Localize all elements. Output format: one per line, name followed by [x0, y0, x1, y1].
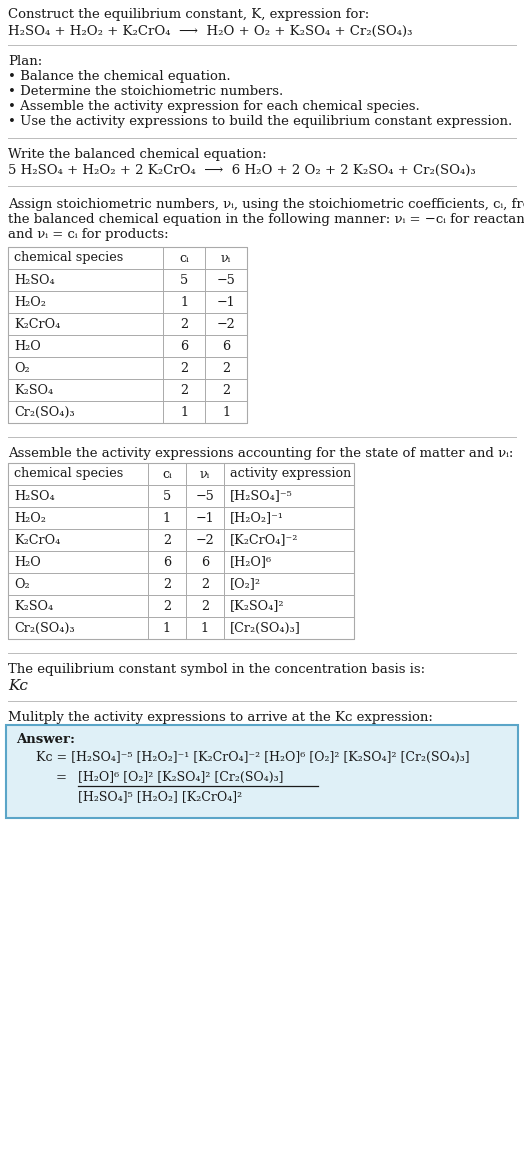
Text: 2: 2 — [163, 578, 171, 591]
Text: νᵢ: νᵢ — [221, 252, 231, 264]
Text: [Cr₂(SO₄)₃]: [Cr₂(SO₄)₃] — [230, 621, 301, 635]
Text: 6: 6 — [222, 339, 230, 353]
Text: Assign stoichiometric numbers, νᵢ, using the stoichiometric coefficients, cᵢ, fr: Assign stoichiometric numbers, νᵢ, using… — [8, 198, 524, 211]
Text: 1: 1 — [201, 621, 209, 635]
Text: 6: 6 — [180, 339, 188, 353]
Text: 2: 2 — [201, 578, 209, 591]
Text: and νᵢ = cᵢ for products:: and νᵢ = cᵢ for products: — [8, 228, 169, 241]
Text: 1: 1 — [222, 405, 230, 418]
Text: H₂SO₄: H₂SO₄ — [14, 489, 54, 502]
Text: −2: −2 — [195, 534, 214, 546]
Text: [H₂O₂]⁻¹: [H₂O₂]⁻¹ — [230, 511, 284, 524]
Text: cᵢ: cᵢ — [179, 252, 189, 264]
Text: • Balance the chemical equation.: • Balance the chemical equation. — [8, 70, 231, 83]
Text: • Use the activity expressions to build the equilibrium constant expression.: • Use the activity expressions to build … — [8, 115, 512, 128]
Text: H₂O₂: H₂O₂ — [14, 511, 46, 524]
Text: =: = — [56, 771, 67, 784]
Text: Write the balanced chemical equation:: Write the balanced chemical equation: — [8, 148, 267, 161]
Text: [K₂SO₄]²: [K₂SO₄]² — [230, 600, 285, 613]
Text: O₂: O₂ — [14, 578, 30, 591]
Text: [H₂SO₄]⁵ [H₂O₂] [K₂CrO₄]²: [H₂SO₄]⁵ [H₂O₂] [K₂CrO₄]² — [78, 790, 242, 803]
Text: 1: 1 — [180, 405, 188, 418]
Text: Kᴄ: Kᴄ — [8, 679, 28, 693]
Text: K₂CrO₄: K₂CrO₄ — [14, 534, 60, 546]
Text: 2: 2 — [180, 318, 188, 331]
Text: cᵢ: cᵢ — [162, 467, 172, 480]
Text: [H₂SO₄]⁻⁵: [H₂SO₄]⁻⁵ — [230, 489, 293, 502]
Text: 1: 1 — [163, 621, 171, 635]
Text: H₂O: H₂O — [14, 339, 41, 353]
Text: Assemble the activity expressions accounting for the state of matter and νᵢ:: Assemble the activity expressions accoun… — [8, 447, 514, 460]
Text: 5: 5 — [163, 489, 171, 502]
Text: −5: −5 — [216, 274, 235, 287]
Text: chemical species: chemical species — [14, 467, 123, 480]
Text: • Assemble the activity expression for each chemical species.: • Assemble the activity expression for e… — [8, 100, 420, 113]
Text: −2: −2 — [216, 318, 235, 331]
Text: 2: 2 — [222, 361, 230, 374]
Text: K₂SO₄: K₂SO₄ — [14, 383, 53, 396]
Text: 2: 2 — [180, 383, 188, 396]
Text: 2: 2 — [180, 361, 188, 374]
Text: −5: −5 — [195, 489, 214, 502]
Text: −1: −1 — [217, 296, 235, 309]
Text: K₂CrO₄: K₂CrO₄ — [14, 318, 60, 331]
Bar — [8, 463, 354, 638]
Text: [K₂CrO₄]⁻²: [K₂CrO₄]⁻² — [230, 534, 298, 546]
Text: the balanced chemical equation in the following manner: νᵢ = −cᵢ for reactants: the balanced chemical equation in the fo… — [8, 213, 524, 226]
Text: −1: −1 — [195, 511, 214, 524]
Text: Construct the equilibrium constant, K, expression for:: Construct the equilibrium constant, K, e… — [8, 8, 369, 21]
FancyBboxPatch shape — [6, 725, 518, 818]
Text: chemical species: chemical species — [14, 252, 123, 264]
Text: 6: 6 — [163, 556, 171, 569]
Text: Mulitply the activity expressions to arrive at the Kᴄ expression:: Mulitply the activity expressions to arr… — [8, 711, 433, 723]
Text: K₂SO₄: K₂SO₄ — [14, 600, 53, 613]
Text: 1: 1 — [180, 296, 188, 309]
Text: Cr₂(SO₄)₃: Cr₂(SO₄)₃ — [14, 621, 74, 635]
Text: 6: 6 — [201, 556, 209, 569]
Text: Answer:: Answer: — [16, 733, 75, 746]
Text: [O₂]²: [O₂]² — [230, 578, 261, 591]
Text: 5 H₂SO₄ + H₂O₂ + 2 K₂CrO₄  ⟶  6 H₂O + 2 O₂ + 2 K₂SO₄ + Cr₂(SO₄)₃: 5 H₂SO₄ + H₂O₂ + 2 K₂CrO₄ ⟶ 6 H₂O + 2 O₂… — [8, 164, 476, 177]
Text: νᵢ: νᵢ — [200, 467, 210, 480]
Text: H₂O₂: H₂O₂ — [14, 296, 46, 309]
Text: 1: 1 — [163, 511, 171, 524]
Text: 2: 2 — [163, 600, 171, 613]
Text: 2: 2 — [222, 383, 230, 396]
Text: 2: 2 — [201, 600, 209, 613]
Text: activity expression: activity expression — [230, 467, 351, 480]
Text: O₂: O₂ — [14, 361, 30, 374]
Text: Kᴄ = [H₂SO₄]⁻⁵ [H₂O₂]⁻¹ [K₂CrO₄]⁻² [H₂O]⁶ [O₂]² [K₂SO₄]² [Cr₂(SO₄)₃]: Kᴄ = [H₂SO₄]⁻⁵ [H₂O₂]⁻¹ [K₂CrO₄]⁻² [H₂O]… — [36, 751, 470, 764]
Text: Plan:: Plan: — [8, 55, 42, 68]
Text: [H₂O]⁶ [O₂]² [K₂SO₄]² [Cr₂(SO₄)₃]: [H₂O]⁶ [O₂]² [K₂SO₄]² [Cr₂(SO₄)₃] — [78, 771, 283, 784]
Text: H₂SO₄: H₂SO₄ — [14, 274, 54, 287]
Text: 2: 2 — [163, 534, 171, 546]
Text: [H₂O]⁶: [H₂O]⁶ — [230, 556, 272, 569]
Text: • Determine the stoichiometric numbers.: • Determine the stoichiometric numbers. — [8, 85, 283, 98]
Text: 5: 5 — [180, 274, 188, 287]
Text: Cr₂(SO₄)₃: Cr₂(SO₄)₃ — [14, 405, 74, 418]
Text: H₂SO₄ + H₂O₂ + K₂CrO₄  ⟶  H₂O + O₂ + K₂SO₄ + Cr₂(SO₄)₃: H₂SO₄ + H₂O₂ + K₂CrO₄ ⟶ H₂O + O₂ + K₂SO₄… — [8, 24, 412, 38]
Text: H₂O: H₂O — [14, 556, 41, 569]
Bar — [8, 247, 247, 423]
Text: The equilibrium constant symbol in the concentration basis is:: The equilibrium constant symbol in the c… — [8, 663, 425, 676]
